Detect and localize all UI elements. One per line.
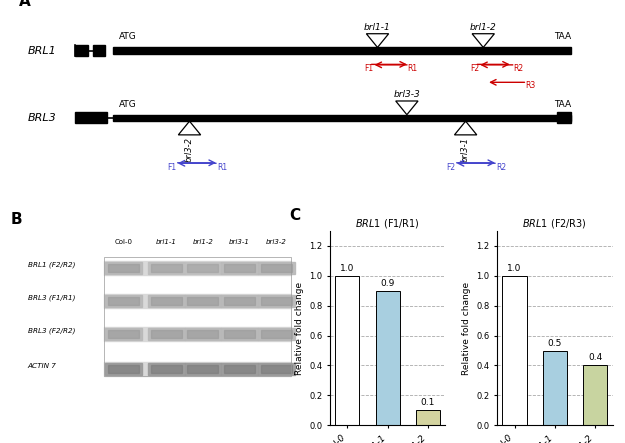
Bar [104,257,291,376]
Bar [258,328,295,340]
Bar [557,113,571,124]
Bar [335,276,359,425]
Bar [184,363,221,375]
Bar [261,264,292,272]
Bar [258,363,295,375]
Text: A: A [19,0,31,9]
Title: $\it{BRL1}$ (F2/R3): $\it{BRL1}$ (F2/R3) [522,217,588,230]
Y-axis label: Relative fold change: Relative fold change [462,282,471,375]
Bar [108,297,139,305]
Text: BRL3 (F2/R2): BRL3 (F2/R2) [28,328,76,334]
Y-axis label: Relative fold change: Relative fold change [294,282,304,375]
Bar [151,365,182,373]
Text: TAA: TAA [554,32,571,42]
Bar [221,328,258,340]
Text: F1: F1 [364,64,373,74]
Text: R3: R3 [525,81,536,90]
Bar [184,262,221,274]
Text: brl1-1: brl1-1 [156,239,177,245]
Text: 0.9: 0.9 [381,279,395,288]
Bar [224,264,255,272]
Text: brl3-2: brl3-2 [185,137,194,162]
Text: R2: R2 [514,64,524,74]
Text: brl3-3: brl3-3 [394,90,420,99]
Bar [113,47,571,54]
Text: BRL3: BRL3 [28,113,57,123]
Text: B: B [11,212,22,227]
Bar [188,330,219,338]
Text: brl3-1: brl3-1 [229,239,250,245]
Text: R1: R1 [217,163,227,172]
Bar [224,330,255,338]
Bar [261,330,292,338]
Bar [92,45,106,56]
Text: C: C [290,208,301,223]
Bar [75,45,88,56]
Bar [104,327,291,341]
Bar [221,262,258,274]
Bar [258,262,295,274]
Bar [184,295,221,307]
Text: brl3-2: brl3-2 [266,239,287,245]
Bar [261,365,292,373]
Text: 0.1: 0.1 [421,398,435,408]
Bar [261,297,292,305]
Text: F1: F1 [168,163,176,172]
Bar [188,297,219,305]
Bar [151,264,182,272]
Text: brl3-1: brl3-1 [461,137,470,162]
Text: brl1-1: brl1-1 [364,23,391,32]
Bar [583,365,608,425]
Bar [148,363,184,375]
Bar [184,328,221,340]
Text: 0.4: 0.4 [588,354,602,362]
Bar [148,262,184,274]
Bar [376,291,400,425]
Title: $\it{BRL1}$ (F1/R1): $\it{BRL1}$ (F1/R1) [355,217,420,230]
Text: BRL3 (F1/R1): BRL3 (F1/R1) [28,295,76,301]
Bar [151,297,182,305]
Text: BRL1 (F2/R2): BRL1 (F2/R2) [28,262,76,268]
Bar [108,330,139,338]
Bar [224,297,255,305]
Text: ATG: ATG [119,100,137,109]
Text: F2: F2 [470,64,479,74]
Bar [221,295,258,307]
Bar [188,365,219,373]
Bar [416,410,440,425]
Text: 0.5: 0.5 [548,338,562,348]
Text: brl1-2: brl1-2 [470,23,497,32]
Text: BRL1: BRL1 [28,46,57,56]
Bar [106,295,142,307]
Bar [188,264,219,272]
Text: R1: R1 [408,64,418,74]
Text: R2: R2 [496,163,506,172]
Bar [75,113,108,124]
Bar [104,362,291,376]
Bar [106,262,142,274]
Bar [104,294,291,308]
Text: 1.0: 1.0 [340,264,354,273]
Text: TAA: TAA [554,100,571,109]
Text: Col-0: Col-0 [115,239,133,245]
Bar [113,115,571,121]
Text: F2: F2 [446,163,456,172]
Bar [106,328,142,340]
Bar [151,330,182,338]
Text: ATG: ATG [119,32,137,42]
Text: 1.0: 1.0 [508,264,522,273]
Bar [104,261,291,275]
Bar [224,365,255,373]
Bar [542,350,567,425]
Bar [258,295,295,307]
Text: ACTIN 7: ACTIN 7 [28,363,57,369]
Bar [503,276,527,425]
Bar [108,365,139,373]
Bar [108,264,139,272]
Text: brl1-2: brl1-2 [192,239,213,245]
Bar [221,363,258,375]
Bar [148,328,184,340]
Bar [106,363,142,375]
Bar [148,295,184,307]
